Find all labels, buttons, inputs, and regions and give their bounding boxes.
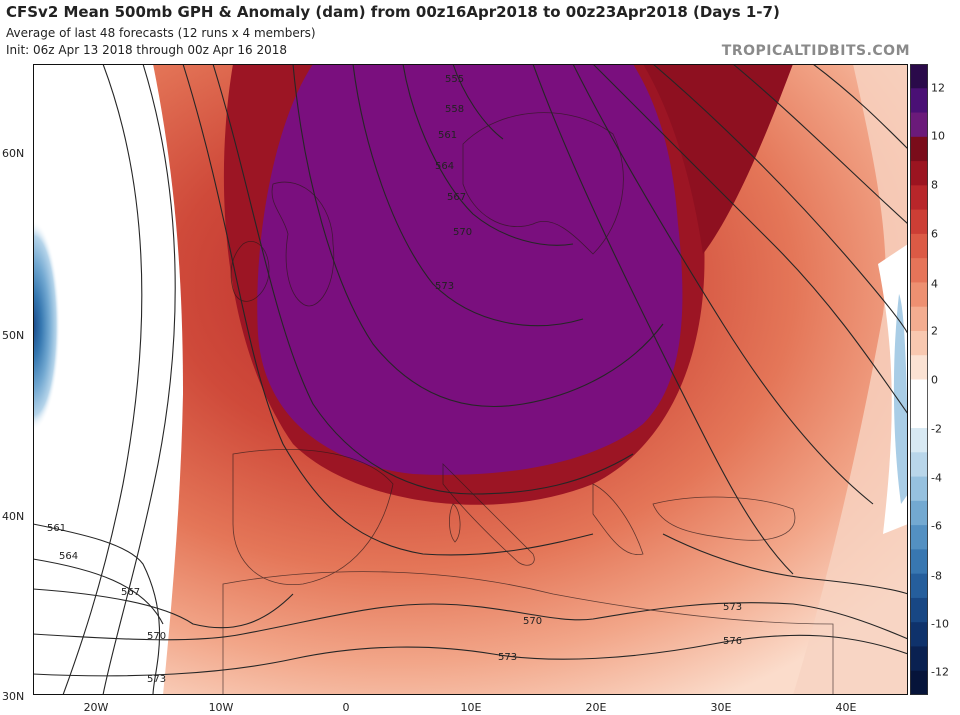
- contour-label: 570: [453, 227, 472, 238]
- colorbar-label: -4: [931, 471, 942, 485]
- colorbar-segment: [910, 112, 928, 138]
- contour-label: 564: [59, 551, 78, 562]
- colorbar-label: -2: [931, 422, 942, 436]
- colorbar-label: -12: [931, 665, 949, 679]
- colorbar-label: 2: [931, 324, 938, 338]
- brand-watermark: TROPICALTIDBITS.COM: [721, 43, 910, 59]
- colorbar-segment: [910, 500, 928, 526]
- contour-label: 567: [447, 192, 466, 203]
- contour-label: 573: [435, 281, 454, 292]
- colorbar-label: 12: [931, 81, 945, 95]
- colorbar-label: -8: [931, 569, 942, 583]
- colorbar-segment: [910, 282, 928, 308]
- lat-label-50n: 50N: [2, 329, 25, 342]
- colorbar-segment: [910, 161, 928, 186]
- colorbar-segment: [910, 64, 928, 89]
- map-title: CFSv2 Mean 500mb GPH & Anomaly (dam) fro…: [6, 3, 780, 21]
- lat-label-30n: 30N: [2, 690, 25, 703]
- colorbar-segment: [910, 330, 928, 356]
- lon-label-20w: 20W: [83, 701, 109, 714]
- contour-label: 555: [445, 74, 464, 85]
- map-subtitle-forecasts: Average of last 48 forecasts (12 runs x …: [6, 26, 316, 40]
- colorbar-label: -6: [931, 519, 942, 533]
- east-neutral-band: [793, 64, 908, 695]
- east-blue-patch: [893, 294, 908, 504]
- contour-label: 567: [121, 587, 140, 598]
- colorbar-label: 4: [931, 277, 938, 291]
- lon-label-40e: 40E: [835, 701, 857, 714]
- colorbar-segment: [910, 185, 928, 211]
- lat-label-60n: 60N: [2, 147, 25, 160]
- map-frame: [33, 64, 908, 695]
- lon-label-30e: 30E: [710, 701, 732, 714]
- colorbar-segment: [910, 403, 928, 429]
- contour-label: 573: [147, 674, 166, 685]
- colorbar-segment: [910, 379, 928, 405]
- colorbar-segment: [910, 452, 928, 478]
- contour-label: 573: [723, 602, 742, 613]
- colorbar-segment: [910, 355, 928, 380]
- colorbar-segment: [910, 525, 928, 550]
- colorbar-label: 6: [931, 227, 938, 241]
- colorbar-segment: [910, 428, 928, 453]
- lon-label-10e: 10E: [460, 701, 482, 714]
- dark-red-northeast: [643, 64, 793, 254]
- lat-label-40n: 40N: [2, 510, 25, 523]
- contour-label: 564: [435, 161, 454, 172]
- colorbar-segment: [910, 670, 928, 695]
- anomaly-colorbar: [910, 64, 928, 695]
- height-contours: [33, 64, 908, 695]
- colorbar-segment: [910, 573, 928, 599]
- colorbar-segment: [910, 258, 928, 283]
- contour-label: 573: [498, 652, 517, 663]
- colorbar-label: -10: [931, 617, 949, 631]
- colorbar-label: 10: [931, 129, 945, 143]
- contour-label: 570: [147, 631, 166, 642]
- contour-label: 558: [445, 104, 464, 115]
- anomaly-map: 555 558 561 564 567 570 573 561 564 567 …: [33, 64, 908, 695]
- lon-label-10w: 10W: [208, 701, 234, 714]
- colorbar-segment: [910, 476, 928, 502]
- contour-label-group: 555 558 561 564 567 570 573 561 564 567 …: [47, 74, 742, 685]
- contour-label: 561: [47, 523, 66, 534]
- contour-label: 570: [523, 616, 542, 627]
- map-subtitle-init: Init: 06z Apr 13 2018 through 00z Apr 16…: [6, 43, 287, 57]
- contour-label: 561: [438, 130, 457, 141]
- colorbar-segment: [910, 597, 928, 623]
- purple-core: [257, 64, 683, 475]
- colorbar-segment: [910, 549, 928, 575]
- colorbar-segment: [910, 209, 928, 235]
- colorbar-segment: [910, 88, 928, 114]
- colorbar-segment: [910, 233, 928, 259]
- colorbar-segment: [910, 306, 928, 332]
- lon-label-20e: 20E: [585, 701, 607, 714]
- contour-label: 576: [723, 636, 742, 647]
- colorbar-label: 0: [931, 373, 938, 387]
- colorbar-segment: [910, 646, 928, 672]
- colorbar-label: 8: [931, 178, 938, 192]
- cold-core: [33, 79, 153, 579]
- lon-label-0: 0: [342, 701, 350, 714]
- colorbar-segment: [910, 622, 928, 647]
- colorbar-segment: [910, 136, 928, 162]
- colorbar-frame: [910, 64, 928, 695]
